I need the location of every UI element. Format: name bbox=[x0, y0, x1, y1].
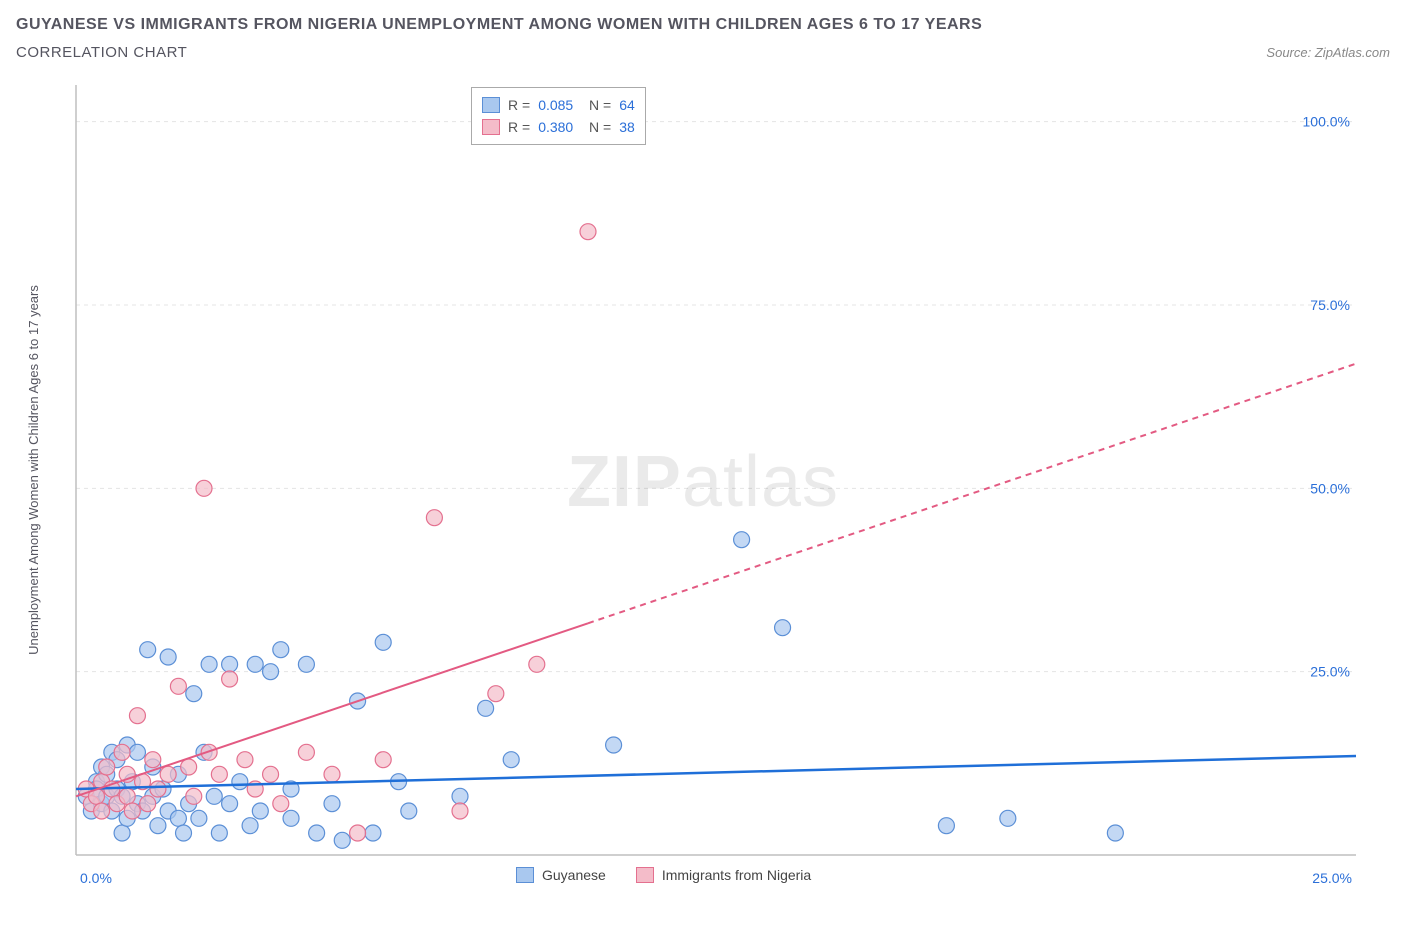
legend-swatch bbox=[516, 867, 534, 883]
legend-swatch bbox=[636, 867, 654, 883]
stat-r-value: 0.085 bbox=[538, 94, 573, 116]
chart-subtitle: CORRELATION CHART bbox=[16, 44, 187, 61]
series-legend: Guyanese Immigrants from Nigeria bbox=[516, 867, 811, 883]
svg-text:100.0%: 100.0% bbox=[1303, 114, 1350, 130]
svg-text:25.0%: 25.0% bbox=[1310, 664, 1350, 680]
chart-title: GUYANESE VS IMMIGRANTS FROM NIGERIA UNEM… bbox=[16, 16, 1390, 34]
stat-n-value: 64 bbox=[619, 94, 635, 116]
stats-row: R = 0.380 N = 38 bbox=[482, 116, 635, 138]
svg-text:50.0%: 50.0% bbox=[1310, 480, 1350, 496]
source-label: Source: bbox=[1266, 45, 1311, 60]
correlation-stats-box: R = 0.085 N = 64R = 0.380 N = 38 bbox=[471, 87, 646, 145]
svg-text:25.0%: 25.0% bbox=[1312, 870, 1352, 886]
stat-n-label: N = bbox=[581, 94, 611, 116]
svg-text:75.0%: 75.0% bbox=[1310, 297, 1350, 313]
legend-label: Guyanese bbox=[542, 867, 606, 883]
stat-n-label: N = bbox=[581, 116, 611, 138]
stats-row: R = 0.085 N = 64 bbox=[482, 94, 635, 116]
legend-swatch bbox=[482, 119, 500, 135]
svg-text:Unemployment Among Women with: Unemployment Among Women with Children A… bbox=[26, 285, 41, 655]
chart-container: 25.0% 50.0% 75.0% 100.0% 0.0% 25.0% Unemployme… bbox=[16, 65, 1390, 915]
stat-n-value: 38 bbox=[619, 116, 635, 138]
stat-r-label: R = bbox=[508, 94, 530, 116]
legend-swatch bbox=[482, 97, 500, 113]
stat-r-value: 0.380 bbox=[538, 116, 573, 138]
source-attribution: Source: ZipAtlas.com bbox=[1266, 45, 1390, 60]
source-name: ZipAtlas.com bbox=[1315, 45, 1390, 60]
legend-item: Immigrants from Nigeria bbox=[636, 867, 811, 883]
stat-r-label: R = bbox=[508, 116, 530, 138]
legend-item: Guyanese bbox=[516, 867, 606, 883]
legend-label: Immigrants from Nigeria bbox=[662, 867, 811, 883]
svg-text:0.0%: 0.0% bbox=[80, 870, 112, 886]
scatter-chart: 25.0% 50.0% 75.0% 100.0% 0.0% 25.0% Unemployme… bbox=[16, 65, 1390, 915]
